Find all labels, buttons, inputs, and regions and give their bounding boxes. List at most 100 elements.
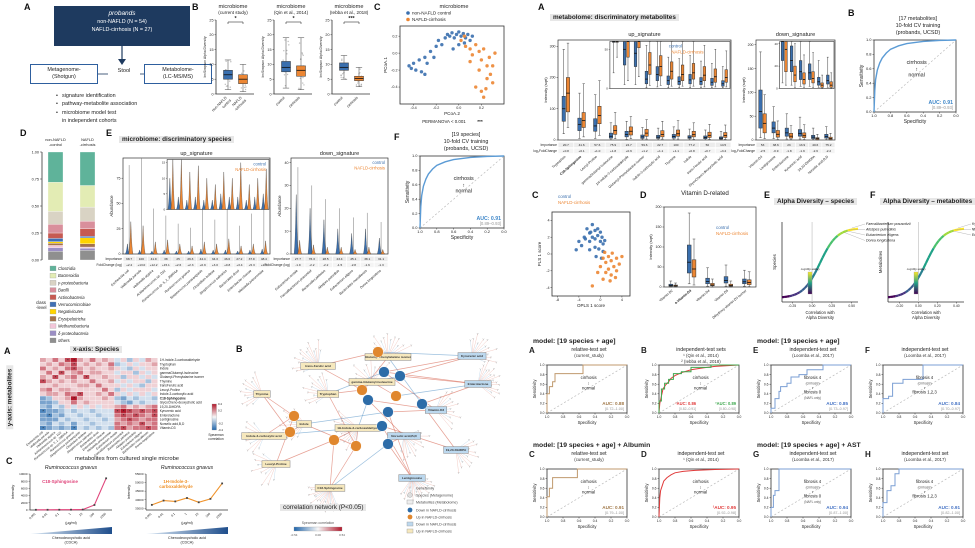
svg-text:(cirrhosis): (cirrhosis) xyxy=(806,486,820,490)
svg-text:+1.1: +1.1 xyxy=(657,149,663,153)
svg-text:0.4: 0.4 xyxy=(876,496,881,500)
svg-text:0.2: 0.2 xyxy=(764,506,769,510)
svg-text:0.8: 0.8 xyxy=(412,168,418,173)
svg-text:-4: -4 xyxy=(577,298,580,302)
svg-text:InvSimpson Alpha Diversity: InvSimpson Alpha Diversity xyxy=(203,36,207,77)
svg-text:100: 100 xyxy=(205,512,212,519)
svg-text:0.2: 0.2 xyxy=(866,95,872,100)
svg-text:1.0: 1.0 xyxy=(657,519,662,523)
panel-letter: E xyxy=(753,346,759,355)
panel-letter-c: C xyxy=(374,2,381,12)
svg-text:20: 20 xyxy=(267,33,271,37)
model-header: model: [19 species + age] + AST xyxy=(757,442,861,449)
svg-text:Y: Y xyxy=(398,337,400,341)
svg-text:Sensitivity: Sensitivity xyxy=(868,379,873,399)
svg-text:Eubacterium eligens: Eubacterium eligens xyxy=(866,233,899,237)
svg-text:Clostridia: Clostridia xyxy=(58,266,76,271)
svg-text:1.0: 1.0 xyxy=(652,467,657,471)
svg-text:+3.0: +3.0 xyxy=(212,263,218,267)
svg-text:0.2: 0.2 xyxy=(833,415,838,419)
svg-text:Y: Y xyxy=(306,350,308,354)
chart-svg: -0.20 0.00 0.20 0.40 Kynurenic acid Vitamin-D… xyxy=(878,222,975,320)
svg-text:Y: Y xyxy=(343,440,345,444)
svg-text:Y: Y xyxy=(386,332,388,336)
svg-text:non-NAFLD control: non-NAFLD control xyxy=(412,11,451,16)
heatmap-y-pill: y-axis: metabolites xyxy=(6,365,14,430)
svg-text:-0.2: -0.2 xyxy=(391,68,397,72)
svg-text:Thymine: Thymine xyxy=(664,155,676,167)
svg-text:Vitamin-D5: Vitamin-D5 xyxy=(714,289,729,303)
svg-text:Alpha Diversity: Alpha Diversity xyxy=(806,315,835,320)
svg-text:Y: Y xyxy=(262,452,264,456)
svg-text:-1.3: -1.3 xyxy=(378,263,384,267)
svg-text:+15.1: +15.1 xyxy=(162,263,170,267)
panel-letter-rb: B xyxy=(848,8,855,18)
panel-letter: C xyxy=(529,450,535,459)
svg-text:0.8: 0.8 xyxy=(540,373,545,377)
svg-text:(CDCA): (CDCA) xyxy=(181,541,194,545)
svg-text:10: 10 xyxy=(267,63,271,67)
svg-text:Y: Y xyxy=(245,387,247,391)
svg-text:19,20-DiHDPA: 19,20-DiHDPA xyxy=(160,405,182,409)
svg-text:Y: Y xyxy=(249,441,251,445)
svg-text:-8: -8 xyxy=(556,298,559,302)
svg-text:log₂FoldChange: log₂FoldChange xyxy=(731,149,755,153)
svg-text:***: *** xyxy=(477,119,483,125)
panel-discriminatory-species: E microbiome: discriminatory species up_… xyxy=(97,128,396,323)
svg-text:+3.2: +3.2 xyxy=(720,149,726,153)
svg-text:(current study): (current study) xyxy=(218,10,248,15)
svg-text:0.2: 0.2 xyxy=(721,519,726,523)
svg-text:1.0: 1.0 xyxy=(764,363,769,367)
svg-text:FoldChange (log): FoldChange (log) xyxy=(265,263,290,267)
svg-text:Y: Y xyxy=(286,436,288,440)
svg-text:100: 100 xyxy=(89,512,96,519)
svg-text:30: 30 xyxy=(285,184,289,188)
svg-text:Negativicutes: Negativicutes xyxy=(58,309,84,314)
svg-text:Y: Y xyxy=(283,409,285,413)
svg-text:+0.7: +0.7 xyxy=(704,149,710,153)
chart-svg: microbiome(Qin et al., 2014) 0 5 10 15 20 25 In… xyxy=(261,4,312,108)
svg-text:normal: normal xyxy=(582,385,595,390)
svg-text:1.0: 1.0 xyxy=(657,415,662,419)
svg-text:1.0: 1.0 xyxy=(545,415,550,419)
svg-text:Y: Y xyxy=(474,450,476,454)
svg-text:Y: Y xyxy=(482,337,484,341)
svg-text:-2.2: -2.2 xyxy=(309,263,315,267)
svg-text:Y: Y xyxy=(421,491,423,495)
svg-text:(µg/ml): (µg/ml) xyxy=(181,521,193,525)
chart-svg: 1.0 1.0 0.8 0.8 0.6 0.6 0.4 0.4 0.2 0.2 0.0 0.0 Spec… xyxy=(859,37,960,125)
svg-text:Dorea longicatena: Dorea longicatena xyxy=(866,239,895,243)
svg-text:AUC: 0.91: AUC: 0.91 xyxy=(476,216,501,222)
model-roc-title: relative-test set (current_study) xyxy=(571,347,607,359)
svg-text:Y: Y xyxy=(388,361,390,365)
svg-text:Y: Y xyxy=(486,338,488,342)
chart-svg: * ***** ***** * * * * ** * * **** * * *1H-Indole-3-ca… xyxy=(25,357,224,461)
bullet-3-cont: in independent cohorts xyxy=(62,118,117,125)
svg-text:100: 100 xyxy=(656,245,662,249)
svg-text:Y: Y xyxy=(304,398,306,402)
svg-text:gamma-Glutamyl-Isoleucine: gamma-Glutamyl-Isoleucine xyxy=(351,380,393,384)
svg-text:Y: Y xyxy=(417,429,419,433)
svg-text:Y: Y xyxy=(397,344,399,348)
svg-text:+0.6: +0.6 xyxy=(626,149,632,153)
svg-text:[0.80–0.98]: [0.80–0.98] xyxy=(719,407,736,411)
svg-text:InvSimpson Alpha Diversity: InvSimpson Alpha Diversity xyxy=(261,36,265,77)
svg-text:NAFLD-cirrhosis: NAFLD-cirrhosis xyxy=(671,50,704,55)
svg-text:5: 5 xyxy=(211,78,213,82)
svg-text:Y: Y xyxy=(496,347,498,351)
svg-text:Y: Y xyxy=(344,433,346,437)
svg-text:-4: -4 xyxy=(546,286,549,290)
chart-svg: microbiome(Iebba et al., 2018) 0 5 10 15 20 25… xyxy=(319,4,370,108)
probands-line1: non-NAFLD (N = 54) xyxy=(97,19,147,25)
svg-text:0.0: 0.0 xyxy=(652,515,657,519)
svg-text:0.2: 0.2 xyxy=(652,402,657,406)
svg-text:²AUC: 0.89: ²AUC: 0.89 xyxy=(715,401,736,406)
svg-text:100: 100 xyxy=(550,107,556,111)
svg-text:1.0: 1.0 xyxy=(769,415,774,419)
svg-text:40: 40 xyxy=(774,42,778,46)
svg-text:0.8: 0.8 xyxy=(652,477,657,481)
svg-text:Y: Y xyxy=(291,438,293,442)
